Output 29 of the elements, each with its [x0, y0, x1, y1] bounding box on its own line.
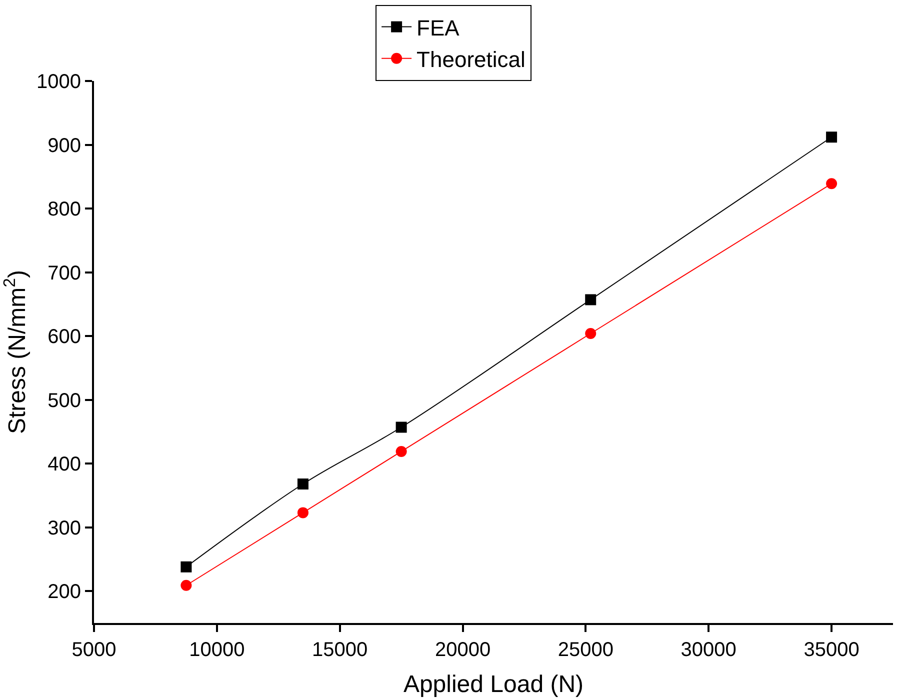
point	[180, 561, 192, 572]
x-tick-label: 25000	[558, 639, 614, 661]
y-tick-label: 200	[48, 581, 81, 604]
y-tick-label: 800	[48, 198, 81, 221]
legend-label: Theoretical	[416, 46, 526, 72]
x-tick-label: 35000	[804, 639, 860, 661]
x-tick-label: 5000	[72, 639, 116, 661]
point	[396, 422, 407, 433]
legend-label: FEA	[416, 15, 460, 40]
y-tick-label: 500	[48, 390, 81, 412]
y-tick-label: 700	[48, 262, 81, 284]
x-tick-label: 20000	[434, 639, 491, 661]
y-tick-label: 300	[48, 517, 81, 540]
point	[297, 507, 308, 518]
point	[585, 328, 596, 340]
y-tick-label: 400	[48, 454, 81, 476]
point	[396, 446, 407, 457]
x-axis-title: Applied Load (N)	[403, 670, 584, 698]
point	[826, 132, 838, 143]
x-tick-label: 10000	[189, 639, 245, 661]
point	[297, 478, 308, 490]
y-tick-label: 1000	[36, 71, 81, 93]
x-tick-label: 30000	[680, 639, 736, 661]
y-tick-label: 900	[48, 134, 81, 157]
point	[826, 178, 838, 190]
point	[585, 294, 596, 306]
y-tick-label: 600	[48, 326, 81, 348]
x-tick-label: 15000	[312, 639, 368, 661]
point	[180, 580, 192, 591]
